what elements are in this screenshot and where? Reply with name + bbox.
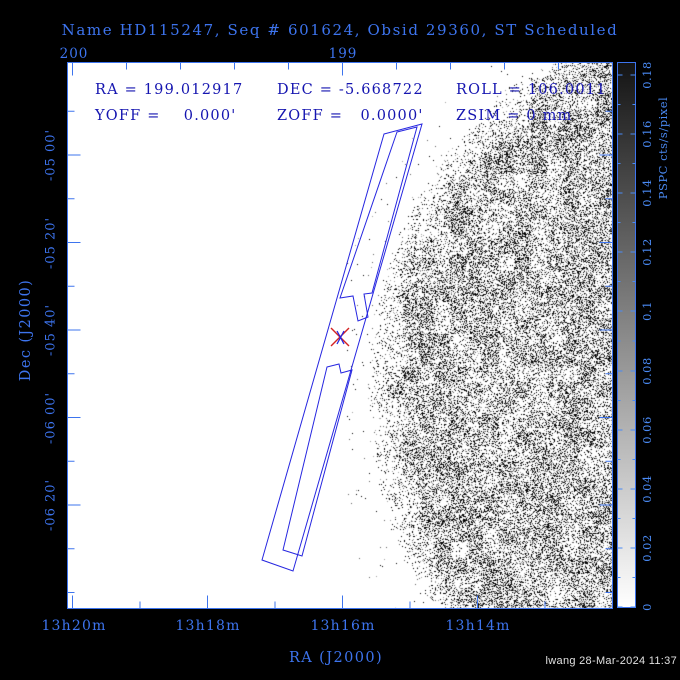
plot-title: Name HD115247, Seq # 601624, Obsid 29360… bbox=[61, 21, 619, 39]
cbar-tick-016: 0.16 bbox=[640, 120, 654, 148]
cbar-tick-004: 0.04 bbox=[640, 475, 654, 503]
plot-area bbox=[67, 62, 613, 609]
x-tick-13h20m: 13h20m bbox=[41, 618, 107, 634]
annotation-zoff: ZOFF = 0.0000' bbox=[277, 108, 424, 124]
colorbar-gradient bbox=[617, 62, 636, 608]
cbar-tick-000: 0 bbox=[640, 603, 654, 611]
x-tick-13h14m: 13h14m bbox=[445, 618, 511, 634]
x-tick-13h16m: 13h16m bbox=[310, 618, 376, 634]
cbar-tick-006: 0.06 bbox=[640, 416, 654, 444]
annotation-yoff: YOFF = 0.000' bbox=[95, 108, 237, 124]
x-tick-13h18m: 13h18m bbox=[175, 618, 241, 634]
top-axis-label-200: 200 bbox=[59, 46, 89, 62]
cbar-tick-002: 0.02 bbox=[640, 534, 654, 562]
annotation-ra: RA = 199.012917 bbox=[95, 82, 244, 98]
sky-image bbox=[67, 62, 613, 609]
x-axis-title: RA (J2000) bbox=[288, 650, 384, 666]
y-axis-title: Dec (J2000) bbox=[18, 278, 34, 382]
cbar-tick-008: 0.08 bbox=[640, 357, 654, 385]
cbar-tick-012: 0.12 bbox=[640, 238, 654, 266]
annotation-zsim: ZSIM = 0 mm bbox=[456, 108, 573, 124]
annotation-roll: ROLL = 106.0011 bbox=[456, 82, 607, 98]
footer-user-timestamp: lwang 28-Mar-2024 11:37 bbox=[545, 655, 677, 667]
y-tick-0600: -06 00' bbox=[43, 391, 59, 445]
colorbar-frame bbox=[617, 62, 636, 608]
y-tick-0620: -06 20' bbox=[43, 478, 59, 532]
cbar-tick-018: 0.18 bbox=[640, 61, 654, 89]
y-tick-0520: -05 20' bbox=[43, 216, 59, 270]
y-tick-0540: -05 40' bbox=[43, 303, 59, 357]
colorbar-title: PSPC cts/s/pixel bbox=[656, 96, 670, 200]
y-tick-0500: -05 00' bbox=[43, 128, 59, 182]
cbar-tick-010: 0.1 bbox=[640, 301, 654, 321]
annotation-dec: DEC = -5.668722 bbox=[277, 82, 424, 98]
cbar-tick-014: 0.14 bbox=[640, 179, 654, 207]
top-axis-label-199: 199 bbox=[328, 46, 358, 62]
